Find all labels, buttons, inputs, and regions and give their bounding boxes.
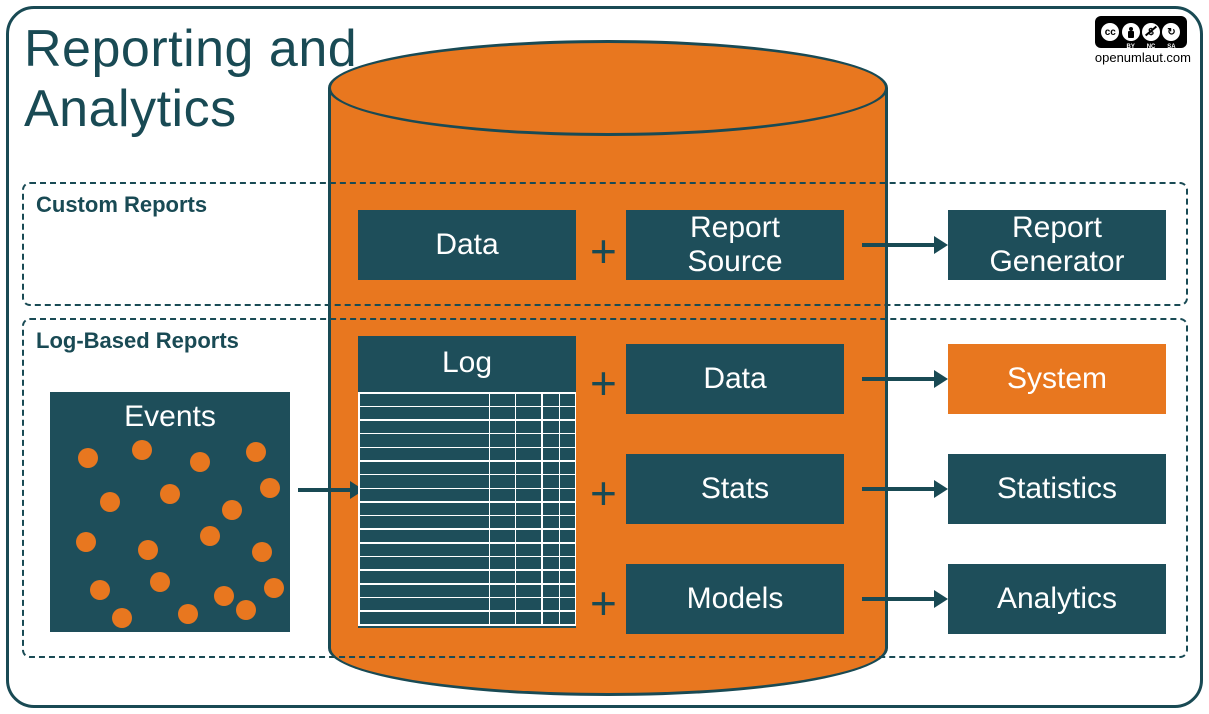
arrow-icon	[298, 478, 364, 502]
section-label: Custom Reports	[36, 192, 207, 218]
box-stats: Stats	[626, 454, 844, 524]
arrow-icon	[862, 233, 948, 257]
events-dots-icon	[50, 392, 290, 632]
arrow-icon	[862, 367, 948, 391]
arrow-icon	[862, 587, 948, 611]
box-events: Events	[50, 392, 290, 632]
box-data: Data	[358, 210, 576, 280]
cc-icon: cc	[1101, 23, 1119, 41]
section-label: Log-Based Reports	[36, 328, 239, 354]
box-system: System	[948, 344, 1166, 414]
box-analytics: Analytics	[948, 564, 1166, 634]
plus-icon: +	[590, 356, 617, 410]
log-label: Log	[442, 346, 492, 381]
nc-icon: $ NC	[1142, 23, 1160, 41]
plus-icon: +	[590, 466, 617, 520]
page-title: Reporting andAnalytics	[24, 20, 357, 140]
sa-icon: ↻ SA	[1162, 23, 1180, 41]
box-data: Data	[626, 344, 844, 414]
cc-license-icon: cc BY $ NC ↻ SA	[1095, 16, 1187, 48]
plus-icon: +	[590, 576, 617, 630]
log-grid-icon	[358, 392, 576, 624]
box-report-source: ReportSource	[626, 210, 844, 280]
box-models: Models	[626, 564, 844, 634]
plus-icon: +	[590, 224, 617, 278]
box-statistics: Statistics	[948, 454, 1166, 524]
arrow-icon	[862, 477, 948, 501]
license-block: cc BY $ NC ↻ SA openumlaut.com	[1095, 16, 1191, 65]
by-icon: BY	[1122, 23, 1140, 41]
box-report-generator: ReportGenerator	[948, 210, 1166, 280]
license-site: openumlaut.com	[1095, 50, 1191, 65]
